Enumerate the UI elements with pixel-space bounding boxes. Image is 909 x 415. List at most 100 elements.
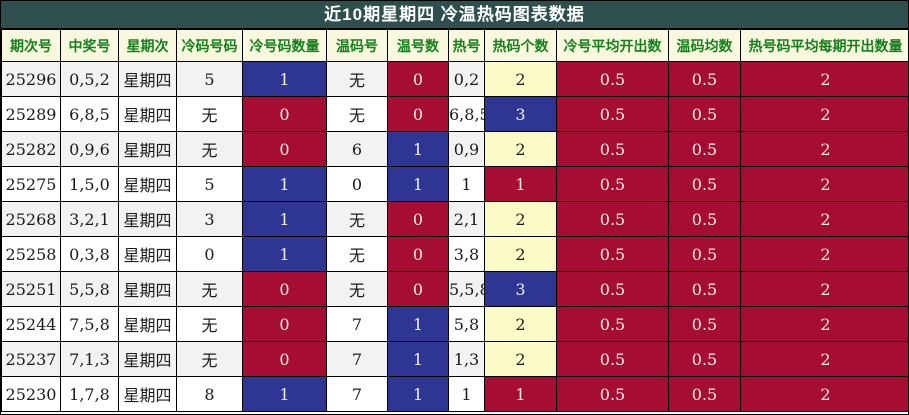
cell-hot-numbers: 1,3 [448,341,485,377]
cell-period: 25289 [1,96,61,132]
cell-cold-count: 1 [242,61,327,97]
cell-cold-count: 0 [242,306,327,342]
cell-warm-count: 0 [387,271,449,307]
header-row: 期次号 中奖号 星期次 冷码号码 冷号码数量 温码号 温号数 热号 热码个数 冷… [1,29,908,62]
cell-warm-numbers: 7 [326,306,388,342]
cell-warm-numbers: 无 [326,201,388,237]
col-header-cold-numbers: 冷码号码 [176,29,243,62]
cell-hot-numbers: 2,1 [448,201,485,237]
cell-win-numbers: 0,5,2 [60,61,119,97]
cell-hot-numbers: 1 [448,166,485,202]
cell-hot-count: 2 [484,341,557,377]
cell-warm-count: 1 [387,306,449,342]
cell-cold-numbers: 无 [176,306,243,342]
cell-cold-count: 0 [242,131,327,167]
cell-win-numbers: 1,5,0 [60,166,119,202]
cell-weekday: 星期四 [118,166,177,202]
table-row: 25296 0,5,2 星期四 5 1 无 0 0,2 2 0.5 0.5 2 [1,61,908,97]
col-header-period: 期次号 [1,29,61,62]
cell-period: 25237 [1,341,61,377]
cell-win-numbers: 7,5,8 [60,306,119,342]
cell-cold-avg: 0.5 [556,61,669,97]
cell-hot-numbers: 1 [448,376,485,412]
col-header-win-numbers: 中奖号 [60,29,119,62]
cell-cold-numbers: 无 [176,271,243,307]
cell-cold-count: 0 [242,271,327,307]
col-header-weekday: 星期次 [118,29,177,62]
cell-hot-avg: 2 [740,131,908,167]
cell-cold-count: 0 [242,341,327,377]
col-header-cold-count: 冷号码数量 [242,29,327,62]
cell-warm-avg: 0.5 [668,376,741,412]
col-header-hot-count: 热码个数 [484,29,557,62]
table-row: 25258 0,3,8 星期四 0 1 无 0 3,8 2 0.5 0.5 2 [1,236,908,272]
cell-cold-numbers: 无 [176,131,243,167]
cell-hot-count: 2 [484,306,557,342]
cell-warm-count: 0 [387,96,449,132]
cell-hot-avg: 2 [740,61,908,97]
page-title: 近10期星期四 冷温热码图表数据 [1,1,908,29]
cell-warm-avg: 0.5 [668,96,741,132]
cell-hot-numbers: 0,2 [448,61,485,97]
cell-hot-numbers: 3,8 [448,236,485,272]
cell-cold-count: 1 [242,201,327,237]
cell-cold-avg: 0.5 [556,166,669,202]
table-row: 25244 7,5,8 星期四 无 0 7 1 5,8 2 0.5 0.5 2 [1,306,908,342]
cell-win-numbers: 6,8,5 [60,96,119,132]
cell-cold-avg: 0.5 [556,306,669,342]
cell-warm-avg: 0.5 [668,236,741,272]
cell-warm-avg: 0.5 [668,306,741,342]
cell-period: 25251 [1,271,61,307]
cell-win-numbers: 0,9,6 [60,131,119,167]
cell-cold-numbers: 无 [176,96,243,132]
cell-period: 25244 [1,306,61,342]
cell-cold-avg: 0.5 [556,271,669,307]
cell-hot-avg: 2 [740,376,908,412]
cell-hot-count: 3 [484,271,557,307]
cell-cold-count: 1 [242,166,327,202]
cell-weekday: 星期四 [118,96,177,132]
cell-hot-numbers: 6,8,5 [448,96,485,132]
cell-hot-count: 2 [484,131,557,167]
cell-period: 25230 [1,376,61,412]
table-row: 25289 6,8,5 星期四 无 0 无 0 6,8,5 3 0.5 0.5 … [1,96,908,132]
cell-weekday: 星期四 [118,131,177,167]
cell-hot-numbers: 5,8 [448,306,485,342]
cell-warm-numbers: 6 [326,131,388,167]
cell-win-numbers: 7,1,3 [60,341,119,377]
cell-warm-count: 1 [387,376,449,412]
col-header-warm-avg: 温码均数 [668,29,741,62]
cell-period: 25275 [1,166,61,202]
data-table: 期次号 中奖号 星期次 冷码号码 冷号码数量 温码号 温号数 热号 热码个数 冷… [1,29,908,412]
cell-cold-avg: 0.5 [556,201,669,237]
cell-hot-count: 3 [484,96,557,132]
cell-period: 25282 [1,131,61,167]
cell-cold-count: 1 [242,376,327,412]
cell-warm-numbers: 无 [326,61,388,97]
cell-weekday: 星期四 [118,376,177,412]
table-row: 25282 0,9,6 星期四 无 0 6 1 0,9 2 0.5 0.5 2 [1,131,908,167]
cell-cold-numbers: 8 [176,376,243,412]
cell-cold-numbers: 5 [176,61,243,97]
table-row: 25251 5,5,8 星期四 无 0 无 0 5,5,8 3 0.5 0.5 … [1,271,908,307]
cell-weekday: 星期四 [118,236,177,272]
cell-warm-numbers: 无 [326,271,388,307]
cell-weekday: 星期四 [118,61,177,97]
cell-cold-avg: 0.5 [556,341,669,377]
cell-weekday: 星期四 [118,341,177,377]
cell-hot-avg: 2 [740,341,908,377]
cell-cold-numbers: 5 [176,166,243,202]
table-row: 25237 7,1,3 星期四 无 0 7 1 1,3 2 0.5 0.5 2 [1,341,908,377]
table-row: 25275 1,5,0 星期四 5 1 0 1 1 1 0.5 0.5 2 [1,166,908,202]
cell-period: 25268 [1,201,61,237]
cell-hot-avg: 2 [740,236,908,272]
cell-warm-numbers: 无 [326,236,388,272]
cell-cold-avg: 0.5 [556,96,669,132]
cell-warm-numbers: 7 [326,376,388,412]
cell-hot-count: 1 [484,166,557,202]
cell-warm-avg: 0.5 [668,131,741,167]
cell-warm-numbers: 无 [326,96,388,132]
cell-win-numbers: 0,3,8 [60,236,119,272]
cell-warm-count: 0 [387,236,449,272]
